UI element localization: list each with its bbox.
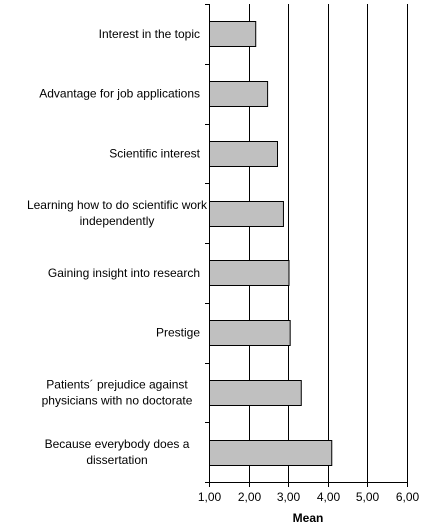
category-label: Because everybody does a <box>45 437 190 451</box>
category-label: Advantage for job applications <box>39 87 200 101</box>
gridlines <box>249 4 408 482</box>
bar <box>209 440 333 466</box>
category-label: Learning how to do scientific work <box>27 198 208 212</box>
bars <box>209 21 333 466</box>
axes <box>205 4 408 487</box>
x-tick-label: 1,00 <box>198 490 222 504</box>
category-label: Gaining insight into research <box>48 266 200 280</box>
category-label: Prestige <box>156 326 200 340</box>
x-tick-label: 6,00 <box>396 490 420 504</box>
bar <box>209 81 269 107</box>
category-label: physicians with no doctorate <box>42 393 193 407</box>
category-label: dissertation <box>86 453 147 467</box>
bar <box>209 320 291 346</box>
tick-labels: 1,00 2,00 3,00 4,00 5,00 6,00 <box>198 490 420 504</box>
x-tick-label: 3,00 <box>277 490 301 504</box>
x-tick-label: 4,00 <box>317 490 341 504</box>
category-label: Interest in the topic <box>99 27 200 41</box>
category-label: independently <box>80 214 155 228</box>
bar <box>209 380 302 406</box>
bar <box>209 21 257 47</box>
x-tick-label: 5,00 <box>356 490 380 504</box>
category-label: Scientific interest <box>109 146 200 160</box>
bar <box>209 141 279 167</box>
category-label: Patients´ prejudice against <box>46 377 188 391</box>
x-axis-title: Mean <box>293 511 324 525</box>
bar <box>209 260 290 286</box>
category-labels: Interest in the topic Advantage for job a… <box>27 27 208 467</box>
bar <box>209 201 284 227</box>
x-tick-label: 2,00 <box>238 490 262 504</box>
